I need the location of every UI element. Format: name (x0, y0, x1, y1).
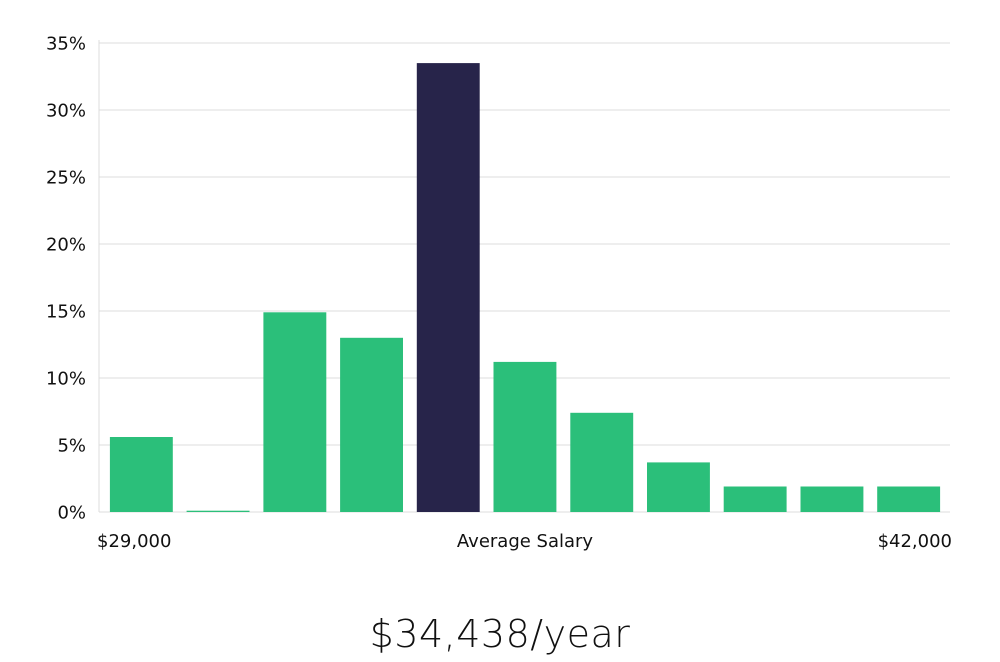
y-tick-label: 25% (46, 168, 86, 189)
salary-bar (800, 486, 864, 512)
y-tick-label: 30% (46, 101, 86, 122)
salary-bar (109, 437, 173, 512)
y-tick-label: 15% (46, 302, 86, 323)
y-tick-label: 20% (46, 235, 86, 256)
salary-bar (570, 412, 634, 512)
x-end-label: $42,000 (878, 531, 952, 552)
salary-bar (493, 361, 557, 512)
y-tick-label: 0% (57, 503, 86, 524)
y-axis-ticks: 0% 5% 10% 15% 20% 25% 30% 35% (46, 34, 86, 524)
salary-bar (340, 337, 403, 512)
y-tick-label: 35% (46, 34, 86, 55)
salary-histogram: 0% 5% 10% 15% 20% 25% 30% 35% $29,000 Average S… (46, 34, 952, 553)
salary-bar (877, 486, 941, 512)
x-start-label: $29,000 (97, 531, 171, 552)
salary-bar (263, 312, 327, 512)
y-tick-label: 5% (57, 436, 86, 457)
average-salary-bar (416, 63, 480, 512)
salary-bar (186, 510, 250, 512)
x-center-label: Average Salary (457, 531, 594, 552)
salary-bar (723, 486, 787, 512)
salary-bar (647, 462, 710, 512)
bars (109, 63, 941, 512)
average-salary-value: $34,438/year (369, 612, 631, 656)
y-tick-label: 10% (46, 369, 86, 390)
